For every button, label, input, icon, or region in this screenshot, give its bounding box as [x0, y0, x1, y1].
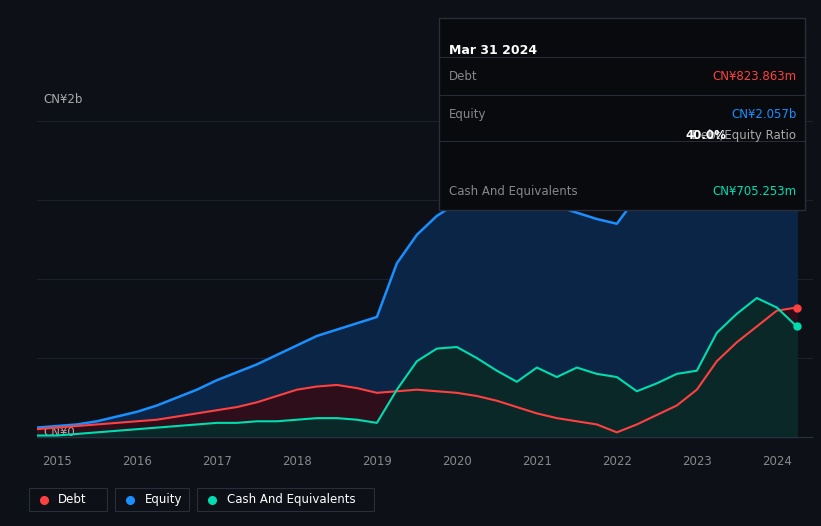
- Text: CN¥705.253m: CN¥705.253m: [713, 185, 796, 198]
- Text: CN¥0: CN¥0: [44, 426, 75, 439]
- Text: Debt: Debt: [449, 69, 478, 83]
- Text: Cash And Equivalents: Cash And Equivalents: [449, 185, 578, 198]
- Text: CN¥823.863m: CN¥823.863m: [713, 69, 796, 83]
- Text: CN¥2b: CN¥2b: [44, 93, 83, 106]
- Text: Debt: Debt: [58, 493, 87, 506]
- Text: Cash And Equivalents: Cash And Equivalents: [227, 493, 355, 506]
- Text: CN¥2.057b: CN¥2.057b: [731, 108, 796, 121]
- Text: Debt/Equity Ratio: Debt/Equity Ratio: [688, 129, 796, 142]
- Text: 40.0%: 40.0%: [686, 129, 727, 142]
- Text: Equity: Equity: [144, 493, 182, 506]
- Text: Equity: Equity: [449, 108, 487, 121]
- Text: Mar 31 2024: Mar 31 2024: [449, 44, 537, 57]
